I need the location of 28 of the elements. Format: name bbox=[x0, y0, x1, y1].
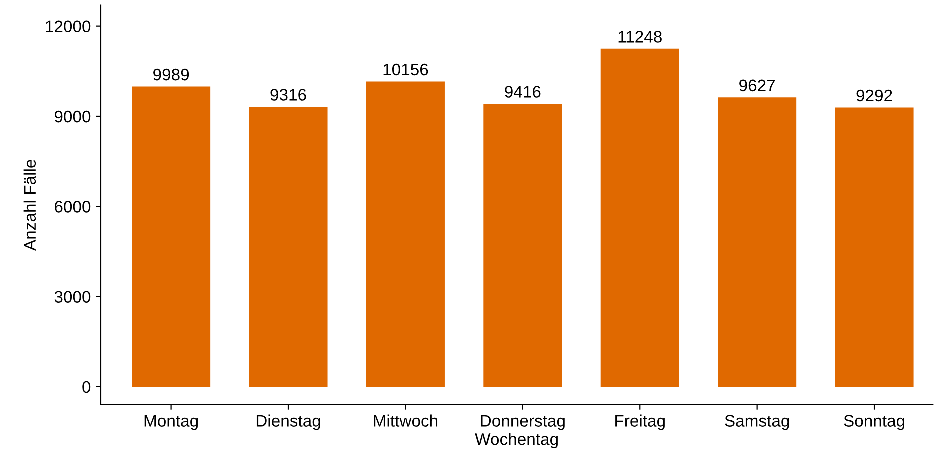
y-tick-label: 3000 bbox=[54, 291, 91, 304]
x-tick-label: Freitag bbox=[616, 414, 665, 430]
x-tick-label: Montag bbox=[144, 415, 198, 430]
y-tick-label: 12000 bbox=[46, 20, 91, 33]
bar bbox=[132, 86, 211, 387]
data-label: 9416 bbox=[505, 86, 541, 98]
bar bbox=[366, 82, 445, 387]
data-label: 9316 bbox=[270, 89, 306, 101]
bar bbox=[835, 108, 914, 387]
y-tick-label: 9000 bbox=[54, 110, 91, 123]
data-label: 10156 bbox=[384, 64, 428, 76]
x-tick-label: Sonntag bbox=[844, 415, 905, 430]
x-tick-label: Mittwoch bbox=[374, 414, 438, 427]
bar bbox=[718, 98, 797, 387]
x-tick-label: Dienstag bbox=[256, 414, 320, 430]
x-axis-title: Wochentag bbox=[475, 433, 558, 449]
y-tick-label: 0 bbox=[82, 381, 91, 394]
data-label: 9627 bbox=[740, 80, 776, 92]
x-tick-label: Donnerstag bbox=[481, 415, 565, 430]
y-axis-title: Anzahl Fälle bbox=[24, 160, 36, 251]
bar bbox=[484, 104, 562, 387]
data-label: 11248 bbox=[618, 31, 662, 43]
data-label: 9989 bbox=[154, 68, 190, 81]
x-tick-label: Samstag bbox=[725, 415, 790, 430]
y-tick-label: 6000 bbox=[55, 201, 91, 213]
bar bbox=[249, 106, 328, 387]
data-label: 9292 bbox=[856, 90, 892, 102]
bar bbox=[600, 48, 680, 387]
